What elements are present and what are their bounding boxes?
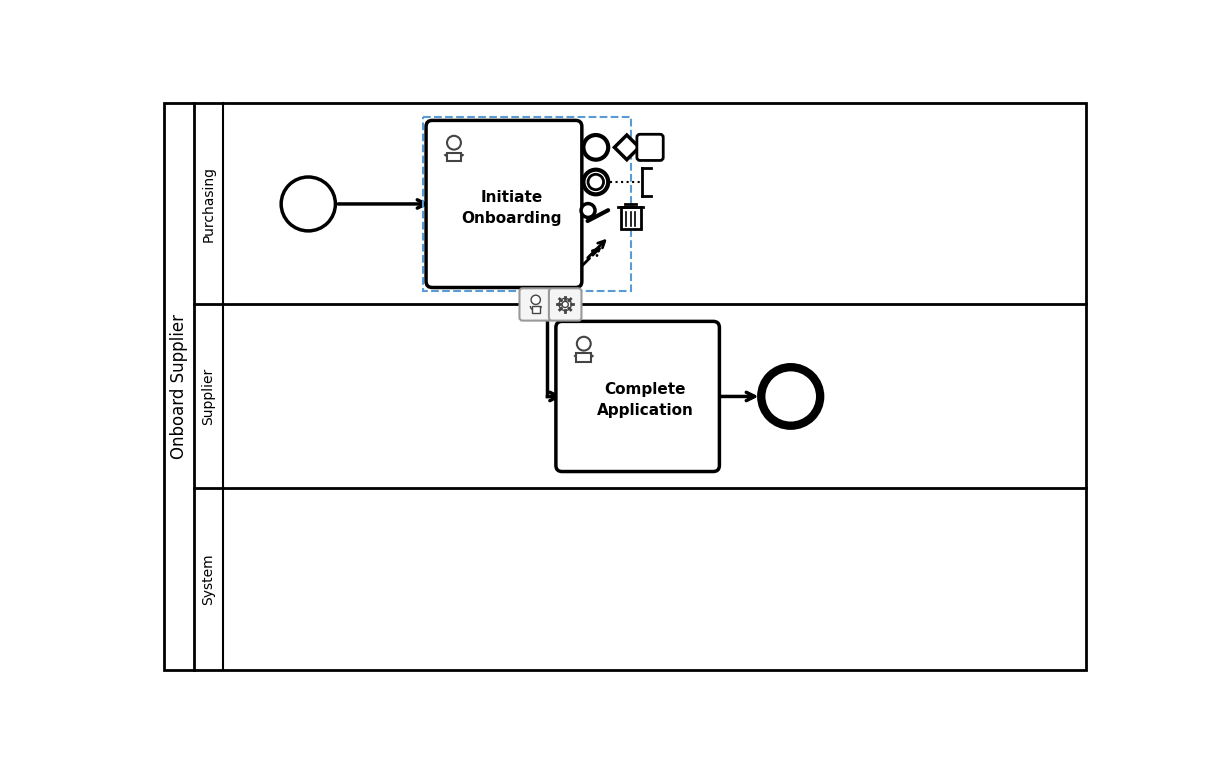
Circle shape bbox=[531, 295, 540, 304]
Bar bbox=[532, 306, 539, 313]
Circle shape bbox=[583, 135, 609, 159]
Text: Initiate
Onboarding: Initiate Onboarding bbox=[461, 190, 562, 226]
Text: System: System bbox=[201, 554, 215, 605]
FancyBboxPatch shape bbox=[426, 120, 582, 287]
Circle shape bbox=[559, 298, 571, 310]
FancyBboxPatch shape bbox=[520, 288, 551, 321]
FancyBboxPatch shape bbox=[549, 288, 582, 321]
Circle shape bbox=[447, 136, 461, 149]
Circle shape bbox=[562, 301, 569, 307]
FancyBboxPatch shape bbox=[556, 322, 720, 472]
Text: Supplier: Supplier bbox=[201, 368, 215, 425]
Circle shape bbox=[577, 337, 590, 351]
Text: Onboard Supplier: Onboard Supplier bbox=[170, 314, 188, 460]
Polygon shape bbox=[615, 135, 639, 159]
Circle shape bbox=[588, 175, 604, 190]
Circle shape bbox=[583, 170, 609, 195]
Circle shape bbox=[761, 367, 820, 426]
Bar bbox=[423, 117, 632, 290]
Bar bbox=[576, 353, 592, 362]
Circle shape bbox=[581, 204, 595, 218]
Circle shape bbox=[281, 177, 336, 231]
Bar bbox=[621, 208, 640, 229]
Text: Purchasing: Purchasing bbox=[201, 166, 215, 242]
Bar bbox=[447, 152, 461, 162]
Text: Complete
Application: Complete Application bbox=[597, 382, 694, 418]
FancyBboxPatch shape bbox=[637, 134, 664, 160]
